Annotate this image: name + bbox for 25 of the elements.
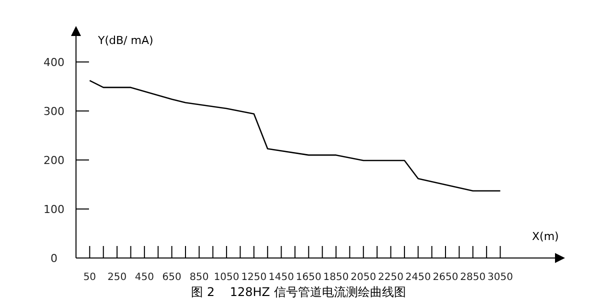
x-tick-label: 450 [134, 272, 154, 283]
x-tick-label: 2050 [350, 272, 376, 283]
x-tick-label: 1650 [296, 272, 322, 283]
x-tick-label: 2450 [405, 272, 431, 283]
x-tick-label: 2650 [432, 272, 458, 283]
x-tick-label: 850 [190, 272, 209, 283]
y-tick-label: 0 [50, 252, 58, 265]
x-tick-label: 1850 [323, 272, 349, 283]
y-tick-label: 300 [44, 104, 64, 118]
y-axis-title: Y(dB/ mA) [98, 34, 154, 47]
y-tick-label: 100 [44, 202, 64, 216]
x-tick-label: 250 [108, 272, 127, 283]
x-tick-label: 1450 [268, 272, 294, 283]
line-series [89, 80, 501, 192]
x-tick-label: 3050 [488, 272, 513, 283]
y-tick-label: 200 [44, 154, 64, 167]
text: 图 2 128HZ 信号管道电流测绘曲线图 [190, 284, 407, 301]
x-tick-label: 650 [162, 272, 182, 283]
y-tick-label: 400 [44, 56, 64, 69]
x-tick-label: 2250 [378, 272, 404, 283]
x-tick-label: 2850 [460, 272, 486, 283]
x-tick-label: 1250 [241, 272, 267, 283]
x-axis-title: X(m) [532, 230, 559, 243]
x-tick-label: 50 [83, 272, 96, 283]
x-tick-label: 1050 [214, 272, 240, 283]
